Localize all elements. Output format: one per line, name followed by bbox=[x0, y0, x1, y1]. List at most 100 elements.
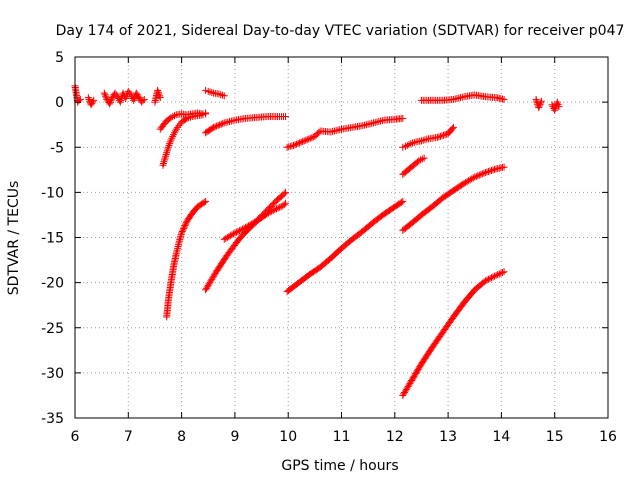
data-point bbox=[210, 123, 218, 131]
y-tick-label: -15 bbox=[41, 231, 64, 247]
y-tick-label: 0 bbox=[55, 95, 64, 111]
data-point bbox=[240, 224, 248, 232]
data-point bbox=[217, 120, 225, 128]
data-point bbox=[460, 179, 468, 187]
data-point bbox=[174, 123, 182, 131]
data-point bbox=[181, 222, 189, 230]
data-point bbox=[269, 206, 277, 214]
data-point bbox=[306, 134, 314, 142]
data-point bbox=[162, 150, 170, 158]
data-point bbox=[134, 92, 142, 100]
data-point bbox=[472, 172, 480, 180]
data-point bbox=[282, 113, 290, 121]
data-point bbox=[170, 129, 178, 137]
data-point bbox=[133, 91, 141, 99]
data-point bbox=[481, 169, 489, 177]
data-point bbox=[282, 188, 290, 196]
data-point bbox=[486, 167, 494, 175]
data-point bbox=[85, 95, 93, 103]
data-point bbox=[205, 280, 213, 288]
data-point bbox=[202, 286, 210, 294]
data-point bbox=[532, 95, 540, 103]
data-point bbox=[246, 221, 254, 229]
data-point bbox=[216, 121, 224, 129]
data-point bbox=[303, 136, 311, 144]
y-tick-label: -5 bbox=[50, 140, 64, 156]
data-point bbox=[271, 206, 279, 214]
data-point bbox=[162, 152, 170, 160]
data-point bbox=[159, 159, 167, 167]
data-point bbox=[208, 88, 216, 96]
data-point bbox=[108, 95, 116, 103]
data-point bbox=[116, 98, 124, 106]
data-point bbox=[132, 89, 140, 97]
data-point bbox=[90, 96, 98, 104]
data-point bbox=[202, 109, 210, 117]
data-point bbox=[421, 136, 429, 144]
x-tick-label: 11 bbox=[333, 429, 351, 445]
data-point bbox=[491, 272, 499, 280]
data-point bbox=[200, 198, 208, 206]
data-point bbox=[469, 174, 477, 182]
data-point bbox=[551, 105, 559, 113]
data-point bbox=[535, 102, 543, 110]
data-point bbox=[139, 97, 147, 105]
data-point bbox=[272, 205, 280, 213]
data-point bbox=[448, 125, 456, 133]
data-point bbox=[497, 269, 505, 277]
data-point bbox=[535, 104, 543, 112]
data-point bbox=[489, 273, 497, 281]
data-point bbox=[206, 278, 214, 286]
data-point bbox=[459, 180, 467, 188]
data-point bbox=[170, 112, 178, 120]
x-tick-label: 7 bbox=[124, 429, 133, 445]
data-point bbox=[175, 122, 183, 130]
data-point bbox=[106, 98, 114, 106]
data-point bbox=[126, 89, 134, 97]
grid bbox=[75, 57, 608, 418]
data-point bbox=[231, 229, 239, 237]
data-point bbox=[441, 131, 449, 139]
data-point bbox=[484, 275, 492, 283]
data-point bbox=[403, 141, 411, 149]
data-point bbox=[168, 134, 176, 142]
data-point bbox=[213, 122, 221, 130]
data-point bbox=[500, 163, 508, 171]
data-point bbox=[203, 283, 211, 291]
data-point bbox=[208, 124, 216, 132]
data-point bbox=[156, 92, 164, 100]
data-point bbox=[122, 95, 130, 103]
data-point bbox=[210, 271, 218, 279]
data-point bbox=[89, 98, 97, 106]
data-point bbox=[463, 178, 471, 186]
data-point bbox=[108, 94, 116, 102]
data-point bbox=[165, 141, 173, 149]
data-point bbox=[204, 87, 212, 95]
y-axis-label: SDTVAR / TECUs bbox=[6, 181, 22, 296]
data-point bbox=[243, 223, 251, 231]
data-point bbox=[399, 197, 407, 205]
x-axis-label: GPS time / hours bbox=[281, 458, 398, 474]
data-point bbox=[87, 101, 95, 109]
data-point bbox=[167, 113, 175, 121]
data-point bbox=[492, 271, 500, 279]
data-point bbox=[237, 226, 245, 234]
data-point bbox=[161, 154, 169, 162]
data-point bbox=[101, 91, 109, 99]
data-point bbox=[449, 123, 457, 131]
data-point bbox=[159, 161, 167, 169]
data-point bbox=[418, 155, 426, 163]
data-point bbox=[102, 94, 110, 102]
data-point bbox=[415, 157, 423, 165]
data-point bbox=[228, 231, 236, 239]
data-point bbox=[111, 89, 119, 97]
data-point bbox=[537, 97, 545, 105]
data-point bbox=[234, 227, 242, 235]
data-points bbox=[71, 82, 563, 399]
data-point bbox=[223, 234, 231, 241]
x-tick-label: 15 bbox=[546, 429, 564, 445]
data-point bbox=[107, 97, 115, 105]
x-tick-label: 10 bbox=[279, 429, 297, 445]
x-tick-label: 9 bbox=[230, 429, 239, 445]
